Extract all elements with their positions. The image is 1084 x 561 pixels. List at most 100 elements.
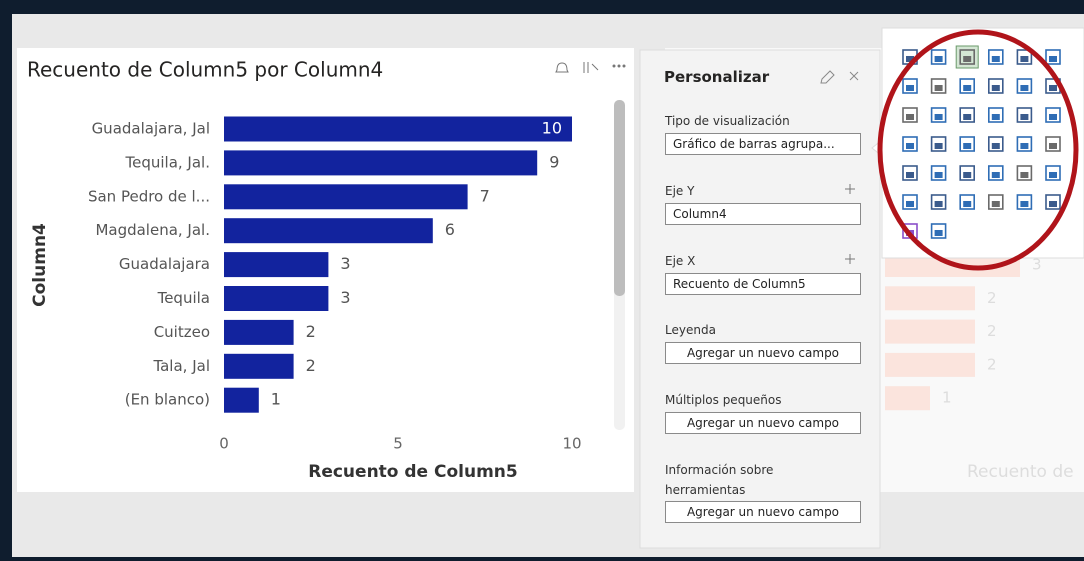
visual-icon[interactable] <box>902 165 918 181</box>
visual-icon[interactable] <box>930 107 947 123</box>
visual-icon-fill[interactable] <box>963 56 972 62</box>
visual-icon[interactable] <box>959 165 976 181</box>
visual-icon-fill[interactable] <box>906 85 914 91</box>
add-icon[interactable] <box>845 254 855 264</box>
visual-icon-fill[interactable] <box>906 114 914 120</box>
visual-icon[interactable] <box>930 78 947 94</box>
visual-icon-fill[interactable] <box>1020 114 1029 120</box>
visual-icon[interactable] <box>987 49 1004 65</box>
visual-icon[interactable] <box>1045 194 1061 210</box>
visual-icon-fill[interactable] <box>906 172 914 178</box>
visual-icon-fill[interactable] <box>963 143 972 149</box>
visual-icon-fill[interactable] <box>1049 201 1057 207</box>
visual-icon-fill[interactable] <box>963 114 972 120</box>
visual-icon-fill[interactable] <box>934 143 943 149</box>
visual-icon-fill[interactable] <box>934 201 943 207</box>
visual-icon-fill[interactable] <box>1049 143 1057 149</box>
visual-icon[interactable] <box>959 78 976 94</box>
visual-icon[interactable] <box>902 136 918 152</box>
visual-icon[interactable] <box>1045 49 1061 65</box>
visual-icon-fill[interactable] <box>934 114 943 120</box>
visual-icon-fill[interactable] <box>934 85 943 91</box>
background-label: 1 <box>942 389 952 407</box>
add-icon[interactable] <box>845 184 855 194</box>
visual-icon-fill[interactable] <box>1049 85 1057 91</box>
visual-icon[interactable] <box>1045 107 1061 123</box>
visual-icon-fill[interactable] <box>1049 56 1057 62</box>
visual-icon-fill[interactable] <box>1020 143 1029 149</box>
visual-icon[interactable] <box>987 107 1004 123</box>
visual-icon-fill[interactable] <box>991 85 1000 91</box>
visual-icon-fill[interactable] <box>991 114 1000 120</box>
visual-icon-fill[interactable] <box>1020 85 1029 91</box>
data-label: 10 <box>542 119 562 138</box>
visual-icon[interactable] <box>987 165 1004 181</box>
visual-icon[interactable] <box>1016 107 1033 123</box>
bar <box>224 319 294 345</box>
scroll-thumb[interactable] <box>614 100 625 296</box>
visual-icon[interactable] <box>959 194 976 210</box>
data-label: 1 <box>271 390 281 409</box>
visual-icon-fill[interactable] <box>906 56 914 62</box>
visual-icon[interactable] <box>1016 49 1033 65</box>
more-dot[interactable] <box>622 64 626 68</box>
visual-icon[interactable] <box>1045 136 1061 152</box>
close-icon[interactable] <box>849 71 859 81</box>
visual-icon-fill[interactable] <box>963 172 972 178</box>
y-tick-label: Tala, Jal <box>152 357 210 375</box>
field-box[interactable]: Agregar un nuevo campo <box>665 412 861 434</box>
visual-icon[interactable] <box>1016 136 1033 152</box>
visual-icon[interactable] <box>902 107 918 123</box>
visual-icon-fill[interactable] <box>1049 114 1057 120</box>
visual-icon[interactable] <box>987 78 1004 94</box>
visual-icon[interactable] <box>1016 194 1033 210</box>
more-dot[interactable] <box>612 64 616 68</box>
filter-icon[interactable] <box>583 62 599 73</box>
visual-icon[interactable] <box>930 165 947 181</box>
visual-icon-fill[interactable] <box>1049 172 1057 178</box>
x-tick-label: 10 <box>562 435 581 453</box>
pin-icon[interactable] <box>555 62 569 73</box>
field-box[interactable]: Recuento de Column5 <box>665 273 861 295</box>
visual-icon[interactable] <box>959 107 976 123</box>
visual-icon-fill[interactable] <box>991 172 1000 178</box>
visual-icon[interactable] <box>1016 78 1033 94</box>
visual-icon-fill[interactable] <box>934 56 943 62</box>
visual-icon-fill[interactable] <box>991 143 1000 149</box>
visual-icon-fill[interactable] <box>1020 201 1029 207</box>
visual-icon-fill[interactable] <box>906 201 914 207</box>
field-box[interactable]: Agregar un nuevo campo <box>665 501 861 523</box>
field-box[interactable]: Gráfico de barras agrupa... <box>665 133 861 155</box>
visual-icon[interactable] <box>959 49 976 65</box>
visual-icon-fill[interactable] <box>934 230 943 236</box>
visual-icon[interactable] <box>930 194 947 210</box>
background-bar <box>885 352 975 377</box>
visual-icon-fill[interactable] <box>963 201 972 207</box>
more-dot[interactable] <box>617 64 621 68</box>
visual-icon[interactable] <box>930 49 947 65</box>
visual-icon-fill[interactable] <box>934 172 943 178</box>
field-box[interactable]: Column4 <box>665 203 861 225</box>
field-box[interactable]: Agregar un nuevo campo <box>665 342 861 364</box>
visual-icon[interactable] <box>1016 165 1033 181</box>
header-icons[interactable] <box>555 62 626 73</box>
visual-icon-fill[interactable] <box>963 85 972 91</box>
visual-icon-fill[interactable] <box>1020 56 1029 62</box>
visual-icon[interactable] <box>930 223 947 239</box>
visual-icon-fill[interactable] <box>991 56 1000 62</box>
visual-icon[interactable] <box>959 136 976 152</box>
visual-icon-fill[interactable] <box>1020 172 1029 178</box>
section-label: Leyenda <box>665 323 716 337</box>
visual-icon-fill[interactable] <box>991 201 1000 207</box>
visual-icon-fill[interactable] <box>906 143 914 149</box>
visual-icon[interactable] <box>902 78 918 94</box>
visual-icon[interactable] <box>987 194 1004 210</box>
visual-icon[interactable] <box>987 136 1004 152</box>
eraser-icon[interactable] <box>820 70 835 84</box>
visual-icon[interactable] <box>902 194 918 210</box>
visual-icon[interactable] <box>1045 165 1061 181</box>
section-label: Múltiplos pequeños <box>665 393 782 407</box>
y-axis-label: Column4 <box>30 223 50 307</box>
visual-icon[interactable] <box>930 136 947 152</box>
y-tick-label: Magdalena, Jal. <box>95 221 210 239</box>
